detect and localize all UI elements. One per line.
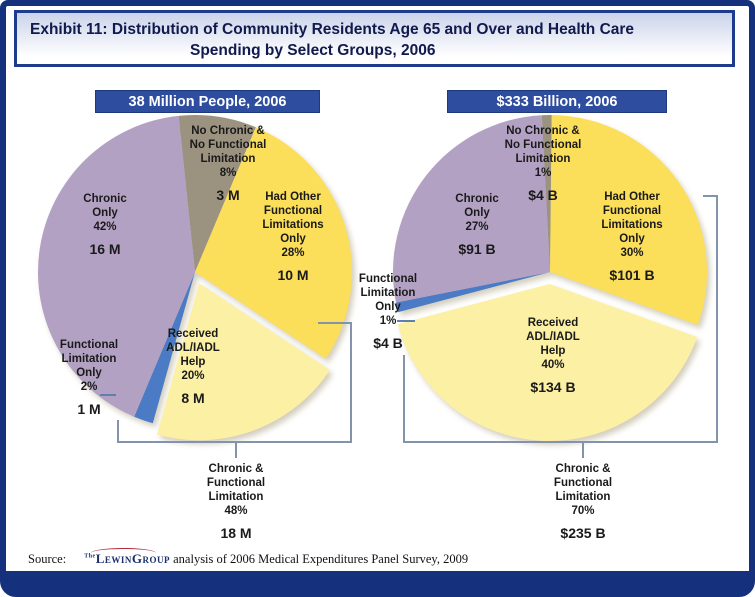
label-left-chronic-only: Chronic Only 42% 16 M xyxy=(55,192,155,257)
slice-pct-text: 30% xyxy=(620,247,644,259)
leader-line-left-2pct xyxy=(100,394,116,396)
bracket-pct-text: 70% xyxy=(571,505,595,517)
exhibit-title-line2: Spending by Select Groups, 2006 xyxy=(190,42,436,59)
logo-the: The xyxy=(84,553,96,560)
slice-label-text: Had Other Functional Limitations Only xyxy=(601,191,663,245)
label-right-bracket-group: Chronic & Functional Limitation 70% $235… xyxy=(523,462,643,541)
slice-value-text: 16 M xyxy=(89,241,121,257)
bracket-pct-text: 48% xyxy=(224,505,248,517)
lewin-group-logo: TheLewinGroup xyxy=(84,548,170,566)
label-right-had-other: Had Other Functional Limitations Only 30… xyxy=(576,190,688,283)
label-left-bracket-group: Chronic & Functional Limitation 48% 18 M xyxy=(176,462,296,541)
slice-value-text: 3 M xyxy=(216,187,240,203)
logo-swoosh-icon xyxy=(91,548,156,558)
label-left-had-other: Had Other Functional Limitations Only 28… xyxy=(237,190,349,283)
slice-pct-text: 1% xyxy=(534,167,552,179)
pie-slice-chronic-only xyxy=(393,115,550,303)
label-right-received-adl: Received ADL/IADL Help 40% $134 B xyxy=(495,316,611,395)
pie-slice-chronic-only xyxy=(38,115,196,417)
slice-pct-text: 1% xyxy=(379,315,397,327)
exhibit-title-box: Exhibit 11: Distribution of Community Re… xyxy=(14,10,735,67)
slice-value-text: 8 M xyxy=(181,390,205,406)
pie-chart-people xyxy=(38,115,352,441)
leader-line-right-1pct xyxy=(397,320,415,322)
slice-value-text: $101 B xyxy=(609,267,655,283)
slice-label-text: Received ADL/IADL Help xyxy=(166,328,220,368)
exhibit-title-line1: Exhibit 11: Distribution of Community Re… xyxy=(30,21,635,38)
label-left-no-chronic: No Chronic & No Functional Limitation 8%… xyxy=(172,124,284,203)
bracket-right-bottom xyxy=(403,355,718,443)
slice-pct-text: 8% xyxy=(219,167,237,179)
label-right-functional-only: Functional Limitation Only 1% $4 B xyxy=(346,272,430,351)
slice-value-text: 1 M xyxy=(77,401,101,417)
slice-pct-text: 40% xyxy=(541,359,565,371)
bracket-value-text: 18 M xyxy=(220,525,252,541)
bracket-label-text: Chronic & Functional Limitation xyxy=(206,463,266,503)
pie-chart-spending xyxy=(393,115,707,441)
slice-label-text: Had Other Functional Limitations Only xyxy=(262,191,324,245)
slice-label-text: No Chronic & No Functional Limitation xyxy=(504,125,582,165)
pie-slice-received-adl xyxy=(156,283,330,441)
slice-pct-text: 20% xyxy=(181,370,205,382)
bracket-left-bottom xyxy=(117,420,352,443)
slice-pct-text: 2% xyxy=(80,381,98,393)
slice-value-text: $4 B xyxy=(528,187,558,203)
source-text: analysis of 2006 Medical Expenditures Pa… xyxy=(173,552,469,566)
slice-value-text: $91 B xyxy=(458,241,496,257)
label-right-chronic-only: Chronic Only 27% $91 B xyxy=(427,192,527,257)
slice-value-text: $4 B xyxy=(373,335,403,351)
bracket-label-text: Chronic & Functional Limitation xyxy=(553,463,613,503)
slice-label-text: Chronic Only xyxy=(83,193,127,219)
pie-slice-received-adl xyxy=(397,283,698,441)
slice-label-text: Chronic Only xyxy=(455,193,499,219)
pie-left-title: 38 Million People, 2006 xyxy=(95,90,320,113)
slice-pct-text: 27% xyxy=(465,221,489,233)
pie-slice-had-other xyxy=(195,127,352,359)
slice-label-text: Functional Limitation Only xyxy=(59,339,119,379)
bracket-right-hook xyxy=(703,195,718,443)
slice-label-text: No Chronic & No Functional Limitation xyxy=(189,125,267,165)
label-left-functional-only: Functional Limitation Only 2% 1 M xyxy=(46,338,132,417)
source-prefix: Source: xyxy=(28,552,67,566)
pie-slice-no-chronic xyxy=(178,115,256,272)
footer-bar xyxy=(4,571,751,593)
pie-right-title: $333 Billion, 2006 xyxy=(447,90,667,113)
pie-slice-functional-only xyxy=(395,272,550,313)
label-right-no-chronic: No Chronic & No Functional Limitation 1%… xyxy=(487,124,599,203)
slice-pct-text: 28% xyxy=(281,247,305,259)
slice-label-text: Received ADL/IADL Help xyxy=(526,317,580,357)
source-line: Source: TheLewinGroup analysis of 2006 Me… xyxy=(28,548,469,567)
bracket-left-hook xyxy=(318,322,352,443)
slice-value-text: 10 M xyxy=(277,267,309,283)
bracket-left-tick xyxy=(235,443,237,458)
pie-slice-had-other xyxy=(550,115,707,325)
pie-slice-no-chronic xyxy=(541,115,552,273)
slice-value-text: $134 B xyxy=(530,379,576,395)
slice-pct-text: 42% xyxy=(93,221,117,233)
pie-slice-functional-only xyxy=(134,272,195,424)
bracket-value-text: $235 B xyxy=(560,525,606,541)
label-left-received-adl: Received ADL/IADL Help 20% 8 M xyxy=(135,327,251,406)
bracket-right-tick xyxy=(582,443,584,458)
slice-label-text: Functional Limitation Only xyxy=(358,273,418,313)
